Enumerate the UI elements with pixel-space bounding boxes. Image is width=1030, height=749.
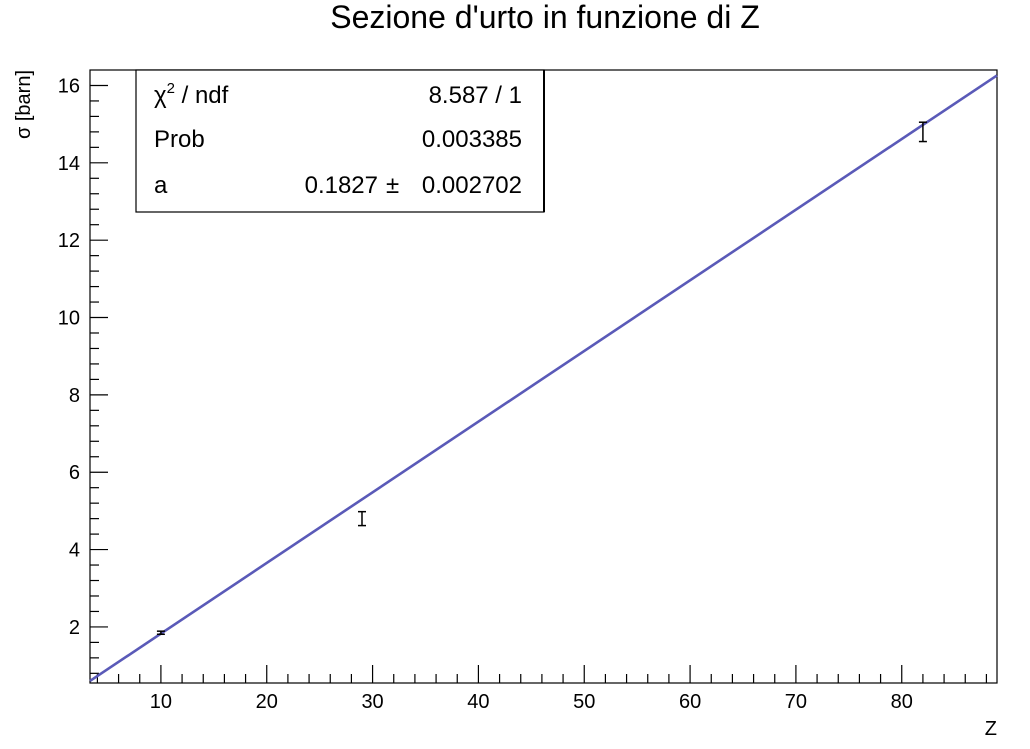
y-tick-label: 16 [58, 75, 80, 97]
data-point [156, 630, 165, 636]
stats-value-chi2: 8.587 / 1 [429, 82, 522, 109]
fit-stats-box: χ2 / ndf 8.587 / 1 Prob 0.003385 a 0.182… [135, 69, 545, 213]
data-point [357, 510, 366, 527]
y-tick-label: 4 [69, 540, 80, 562]
y-axis-label: σ [barn] [13, 70, 35, 139]
stats-box-frame [135, 69, 545, 213]
x-tick-label: 20 [256, 691, 278, 713]
stats-pm-symbol: ± [386, 172, 399, 199]
chi-ndf-text: / ndf [175, 82, 229, 109]
y-tick-label: 10 [58, 308, 80, 330]
data-point [918, 121, 927, 143]
y-tick-label: 14 [58, 153, 80, 175]
x-tick-label: 10 [150, 691, 172, 713]
x-axis-label: Z [985, 718, 997, 740]
x-tick-label: 40 [467, 691, 489, 713]
stats-value-prob: 0.003385 [422, 126, 522, 153]
stats-label-prob: Prob [154, 126, 205, 153]
chi-superscript: 2 [167, 80, 175, 97]
chart-title: Sezione d'urto in funzione di Z [330, 0, 759, 35]
stats-error-a: 0.002702 [422, 172, 522, 199]
y-tick-label: 12 [58, 230, 80, 252]
stats-label-chi2: χ2 / ndf [154, 80, 229, 109]
x-tick-label: 80 [891, 691, 913, 713]
stats-label-a: a [154, 172, 168, 199]
x-axis-ticks: 10 20 30 40 50 60 70 80 [96, 665, 988, 713]
fit-line [89, 74, 998, 683]
data-points [156, 121, 927, 636]
y-tick-label: 2 [69, 617, 80, 639]
y-axis-ticks: 2 4 6 8 10 12 14 16 [58, 75, 108, 674]
stats-value-a: 0.1827 [305, 172, 378, 199]
chi-symbol: χ [154, 82, 167, 109]
x-tick-label: 60 [679, 691, 701, 713]
x-tick-label: 30 [361, 691, 383, 713]
x-tick-label: 70 [785, 691, 807, 713]
y-tick-label: 8 [69, 385, 80, 407]
x-tick-label: 50 [573, 691, 595, 713]
y-tick-label: 6 [69, 462, 80, 484]
